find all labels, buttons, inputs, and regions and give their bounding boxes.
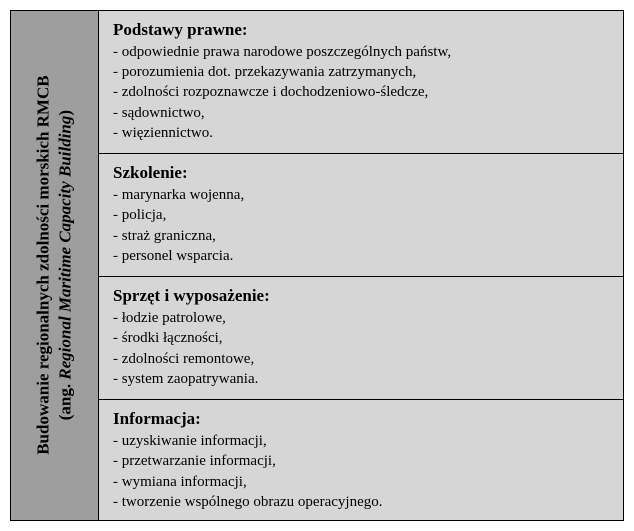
list-item: - środki łączności, [113, 328, 609, 348]
section-legal: Podstawy prawne: - odpowiednie prawa nar… [99, 11, 623, 154]
list-item: - odpowiednie prawa narodowe poszczególn… [113, 42, 609, 62]
list-item: - straż graniczna, [113, 226, 609, 246]
list-item: - marynarka wojenna, [113, 185, 609, 205]
section-title: Podstawy prawne: [113, 19, 609, 42]
section-equipment: Sprzęt i wyposażenie: - łodzie patrolowe… [99, 277, 623, 400]
section-training: Szkolenie: - marynarka wojenna, - policj… [99, 154, 623, 277]
section-title: Informacja: [113, 408, 609, 431]
list-item: - uzyskiwanie informacji, [113, 431, 609, 451]
side-header-line2: (ang. Regional Maritime Capacity Buildin… [56, 110, 75, 420]
section-title: Sprzęt i wyposażenie: [113, 285, 609, 308]
section-title: Szkolenie: [113, 162, 609, 185]
content-column: Podstawy prawne: - odpowiednie prawa nar… [99, 11, 623, 520]
side-header-line2-italic: Regional Maritime Capacity Building [56, 116, 75, 380]
list-item: - porozumienia dot. przekazywania zatrzy… [113, 62, 609, 82]
list-item: - wymiana informacji, [113, 472, 609, 492]
side-header-text: Budowanie regionalnych zdolności morskic… [32, 76, 76, 455]
section-information: Informacja: - uzyskiwanie informacji, - … [99, 400, 623, 522]
side-header-cell: Budowanie regionalnych zdolności morskic… [11, 11, 99, 520]
list-item: - tworzenie wspólnego obrazu operacyjneg… [113, 492, 609, 512]
list-item: - przetwarzanie informacji, [113, 451, 609, 471]
list-item: - zdolności remontowe, [113, 349, 609, 369]
list-item: - personel wsparcia. [113, 246, 609, 266]
rmcb-table: Budowanie regionalnych zdolności morskic… [10, 10, 624, 521]
list-item: - system zaopatrywania. [113, 369, 609, 389]
list-item: - więziennictwo. [113, 123, 609, 143]
list-item: - zdolności rozpoznawcze i dochodzeniowo… [113, 82, 609, 102]
side-header-line1: Budowanie regionalnych zdolności morskic… [33, 76, 52, 455]
list-item: - policja, [113, 205, 609, 225]
side-header-line2-prefix: (ang. [56, 380, 75, 421]
side-header-line2-suffix: ) [56, 110, 75, 116]
list-item: - łodzie patrolowe, [113, 308, 609, 328]
list-item: - sądownictwo, [113, 103, 609, 123]
